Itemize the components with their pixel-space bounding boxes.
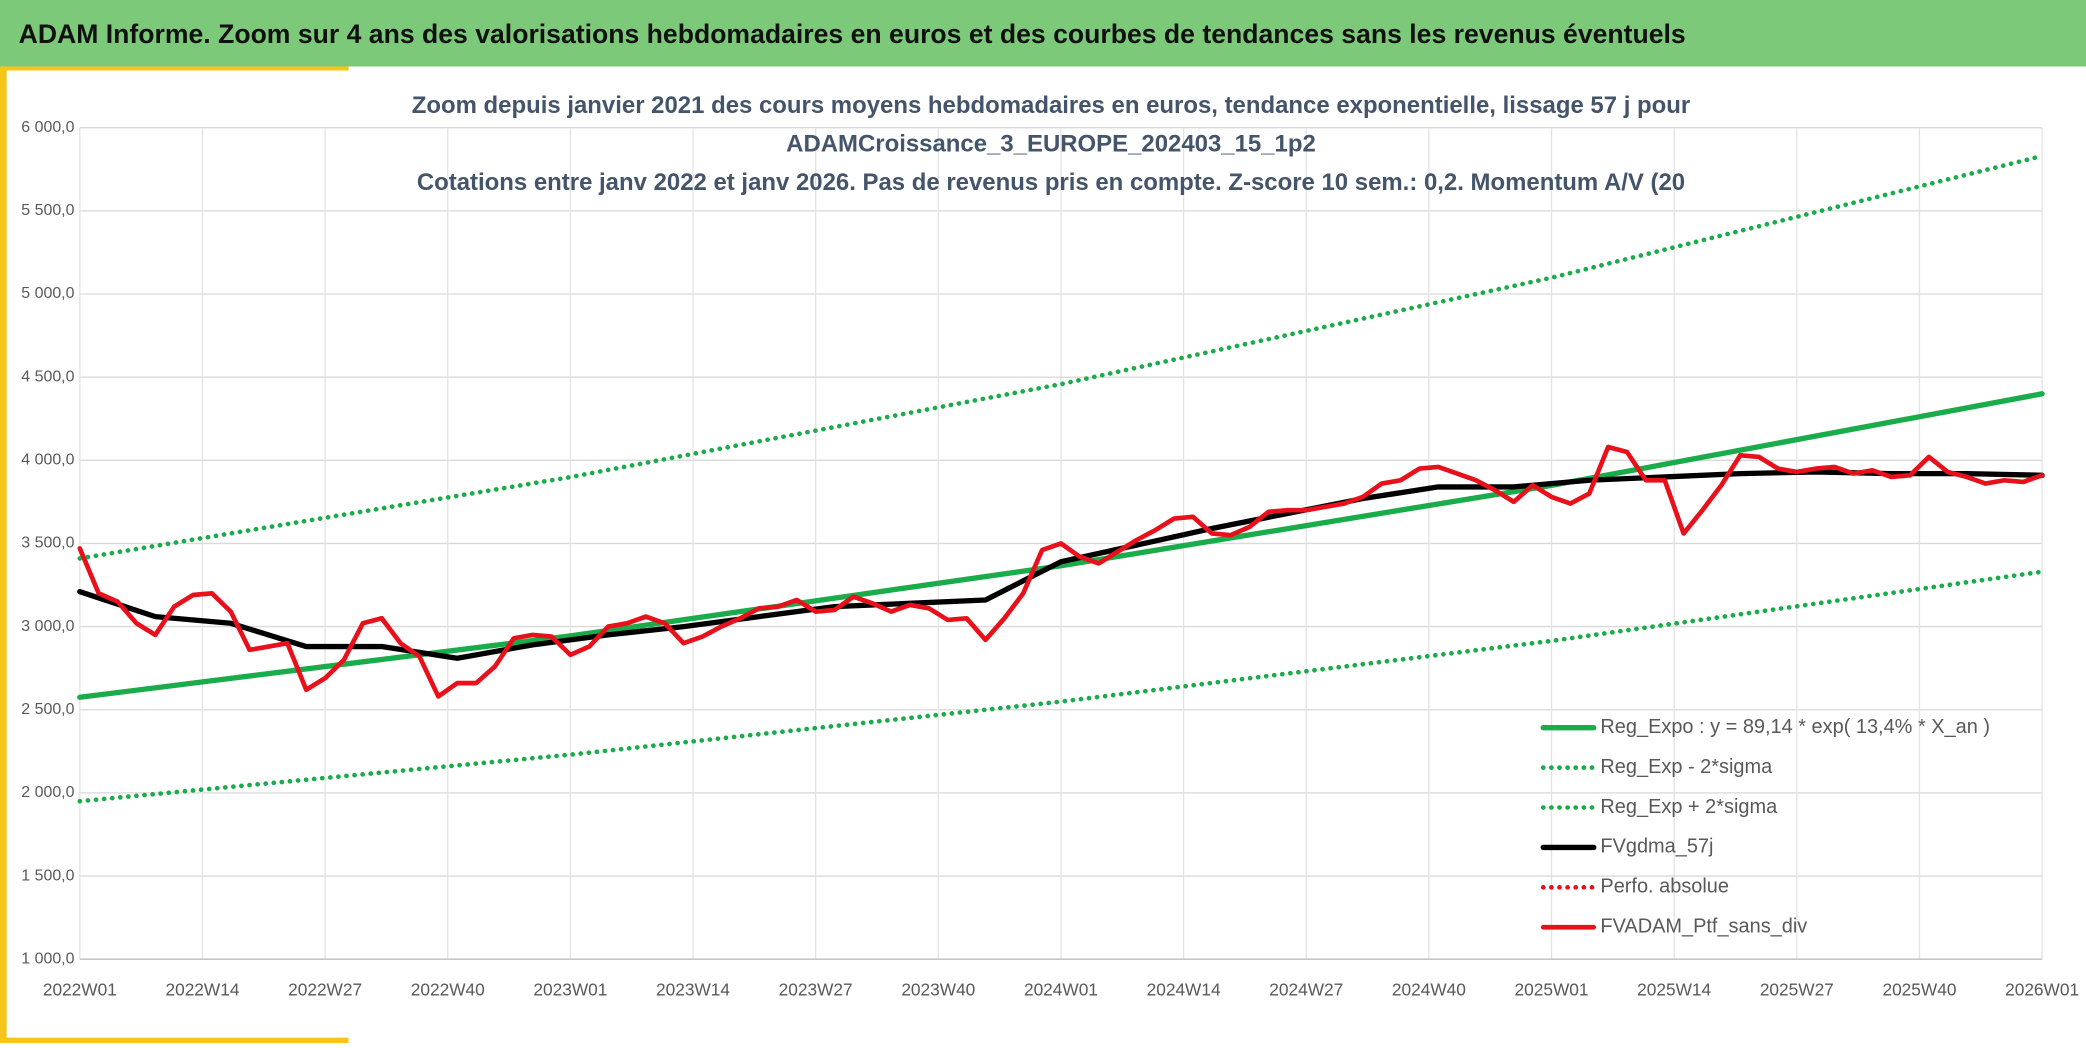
legend-label: FVADAM_Ptf_sans_div <box>1600 916 1807 938</box>
x-tick-label: 2023W27 <box>779 980 853 1000</box>
x-tick-label: 2023W14 <box>656 980 730 1000</box>
x-tick-label: 2025W01 <box>1515 980 1589 1000</box>
accent <box>0 66 349 71</box>
y-tick-label: 2 500,0 <box>21 701 74 718</box>
x-tick-label: 2025W40 <box>1882 980 1956 1000</box>
y-tick-label: 5 500,0 <box>21 202 74 219</box>
plot <box>77 153 2045 804</box>
x-tick-label: 2024W14 <box>1147 980 1221 1000</box>
y-tick-label: 4 000,0 <box>21 452 74 469</box>
y-tick-label: 3 500,0 <box>21 535 74 552</box>
y-tick-label: 6 000,0 <box>21 119 74 136</box>
x-tick-label: 2025W27 <box>1760 980 1834 1000</box>
legend-label: Perfo. absolue <box>1600 876 1729 898</box>
y-tick-label: 1 500,0 <box>21 867 74 884</box>
header-bar <box>0 0 2086 67</box>
x-tick-label: 2022W14 <box>165 980 239 1000</box>
x-tick-label: 2025W14 <box>1637 980 1711 1000</box>
x-tick-label: 2023W01 <box>533 980 607 1000</box>
x-tick-label: 2026W01 <box>2005 980 2079 1000</box>
series-line <box>77 444 2045 699</box>
x-tick-label: 2022W27 <box>288 980 362 1000</box>
x-tick-label: 2022W40 <box>411 980 485 1000</box>
accent <box>0 66 7 1043</box>
legend-label: Reg_Exp + 2*sigma <box>1600 796 1778 818</box>
series-line <box>77 391 2045 700</box>
legend-label: Reg_Exp - 2*sigma <box>1600 756 1773 778</box>
y-tick-label: 3 000,0 <box>21 618 74 635</box>
y-tick-label: 5 000,0 <box>21 285 74 302</box>
x-tick-label: 2024W27 <box>1269 980 1343 1000</box>
series-line <box>77 569 2045 804</box>
legend-label: Reg_Expo : y = 89,14 * exp( 13,4% * X_an… <box>1600 716 1990 738</box>
accent <box>0 1037 349 1043</box>
grid <box>79 127 2043 960</box>
x-tick-label: 2024W40 <box>1392 980 1466 1000</box>
y-tick-label: 4 500,0 <box>21 368 74 385</box>
labels: Zoom depuis janvier 2021 des cours moyen… <box>21 92 2079 1000</box>
x-tick-label: 2024W01 <box>1024 980 1098 1000</box>
y-tick-label: 1 000,0 <box>21 950 74 967</box>
x-tick-label: 2022W01 <box>43 980 117 1000</box>
chart-title: Zoom depuis janvier 2021 des cours moyen… <box>412 92 1690 119</box>
x-tick-label: 2023W40 <box>901 980 975 1000</box>
chart-title: ADAMCroissance_3_EUROPE_202403_15_1p2 <box>786 130 1316 157</box>
legend-label: FVgdma_57j <box>1600 836 1713 858</box>
header-title: ADAM Informe. Zoom sur 4 ans des valoris… <box>19 19 1686 49</box>
series-line <box>77 153 2045 561</box>
y-tick-label: 2 000,0 <box>21 784 74 801</box>
chart-title: Cotations entre janv 2022 et janv 2026. … <box>417 169 1685 196</box>
